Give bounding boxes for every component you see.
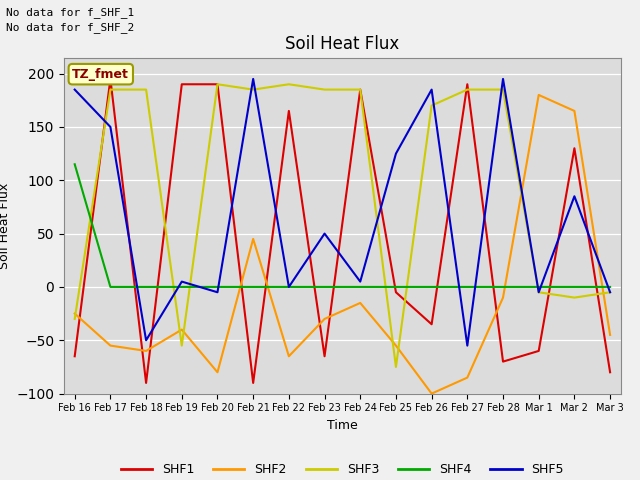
SHF2 [356,300,364,306]
SHF2 [178,327,186,333]
SHF1 [428,322,435,327]
SHF5 [142,337,150,343]
SHF1 [178,82,186,87]
SHF2 [71,311,79,316]
SHF5 [321,231,328,237]
SHF1 [285,108,292,114]
SHF3 [356,87,364,93]
SHF3 [570,295,578,300]
SHF4 [535,284,543,290]
SHF4 [428,284,435,290]
SHF2 [428,391,435,396]
SHF3 [142,87,150,93]
Text: No data for f_SHF_1: No data for f_SHF_1 [6,7,134,18]
SHF5 [463,343,471,348]
SHF4 [356,284,364,290]
SHF3 [285,82,292,87]
SHF4 [463,284,471,290]
SHF5 [250,76,257,82]
SHF4 [392,284,400,290]
Y-axis label: Soil Heat Flux: Soil Heat Flux [0,182,11,269]
SHF1 [142,380,150,386]
Line: SHF1: SHF1 [75,79,610,383]
SHF5 [535,289,543,295]
SHF1 [106,76,114,82]
SHF2 [463,375,471,381]
SHF4 [321,284,328,290]
SHF5 [570,193,578,199]
Line: SHF3: SHF3 [75,84,610,367]
SHF4 [71,161,79,167]
Title: Soil Heat Flux: Soil Heat Flux [285,35,399,53]
Text: No data for f_SHF_2: No data for f_SHF_2 [6,22,134,33]
SHF4 [250,284,257,290]
SHF3 [106,87,114,93]
SHF1 [356,87,364,93]
SHF2 [321,316,328,322]
SHF4 [142,284,150,290]
SHF2 [499,295,507,300]
SHF1 [499,359,507,364]
SHF4 [570,284,578,290]
SHF3 [250,87,257,93]
SHF4 [499,284,507,290]
SHF2 [570,108,578,114]
SHF5 [71,87,79,93]
SHF3 [178,343,186,348]
SHF5 [214,289,221,295]
SHF3 [535,289,543,295]
SHF5 [285,284,292,290]
SHF4 [214,284,221,290]
SHF5 [356,279,364,285]
SHF3 [606,289,614,295]
SHF4 [606,284,614,290]
Text: TZ_fmet: TZ_fmet [72,68,129,81]
SHF2 [214,370,221,375]
SHF3 [392,364,400,370]
Legend: SHF1, SHF2, SHF3, SHF4, SHF5: SHF1, SHF2, SHF3, SHF4, SHF5 [116,458,569,480]
SHF2 [250,236,257,242]
SHF3 [499,87,507,93]
SHF2 [535,92,543,98]
SHF3 [214,82,221,87]
X-axis label: Time: Time [327,419,358,432]
SHF4 [178,284,186,290]
SHF1 [535,348,543,354]
SHF3 [321,87,328,93]
SHF3 [463,87,471,93]
SHF1 [214,82,221,87]
SHF5 [392,151,400,156]
SHF5 [428,87,435,93]
Line: SHF2: SHF2 [75,95,610,394]
SHF2 [285,353,292,359]
SHF2 [142,348,150,354]
SHF5 [106,124,114,130]
SHF1 [392,289,400,295]
SHF5 [178,279,186,285]
SHF1 [321,353,328,359]
SHF5 [606,289,614,295]
SHF1 [570,145,578,151]
SHF3 [71,316,79,322]
SHF2 [106,343,114,348]
SHF2 [392,343,400,348]
SHF1 [250,380,257,386]
Line: SHF5: SHF5 [75,79,610,346]
SHF1 [463,82,471,87]
SHF4 [106,284,114,290]
SHF1 [71,353,79,359]
SHF4 [285,284,292,290]
SHF2 [606,332,614,338]
Line: SHF4: SHF4 [75,164,610,287]
SHF1 [606,370,614,375]
SHF5 [499,76,507,82]
SHF3 [428,103,435,108]
